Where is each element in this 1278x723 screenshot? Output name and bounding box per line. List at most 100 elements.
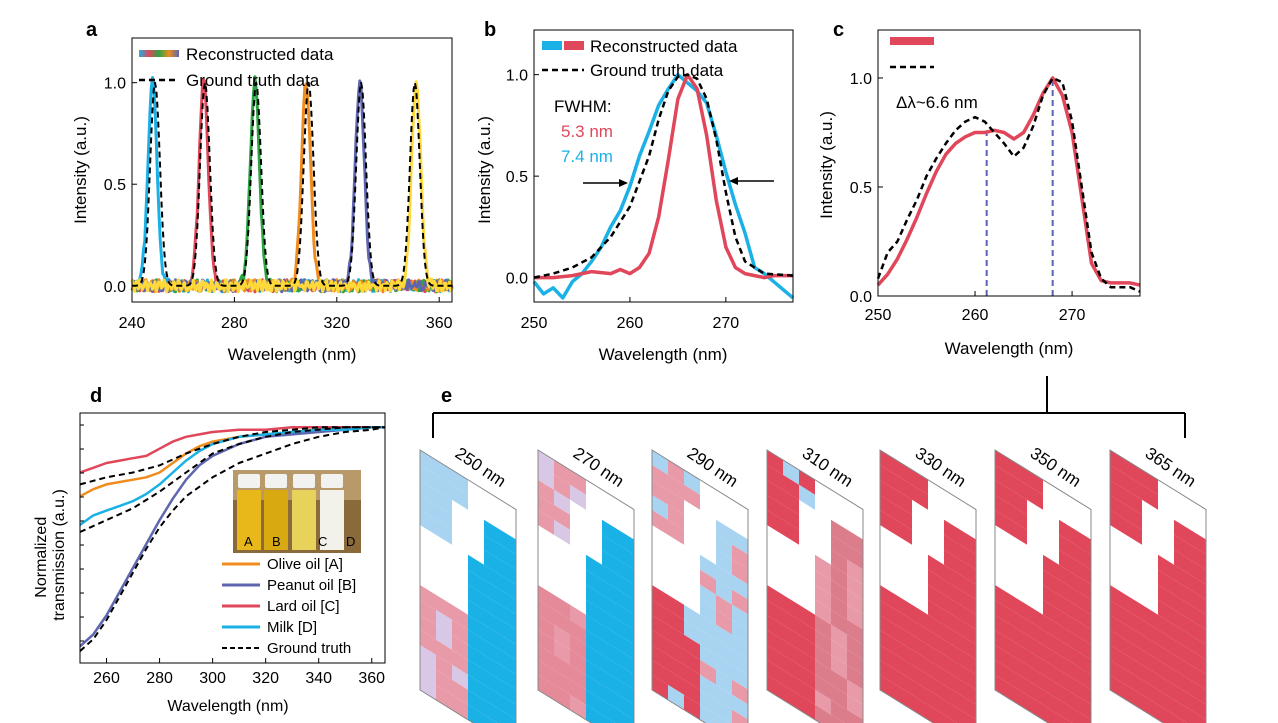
map-cell xyxy=(700,569,716,595)
map-cell xyxy=(500,664,516,690)
map-cell xyxy=(995,465,1011,490)
map-cell xyxy=(618,679,634,705)
map-cell xyxy=(586,584,602,610)
map-cell xyxy=(767,645,783,670)
inset-photo: A B C D xyxy=(233,470,361,553)
map-cell xyxy=(538,600,554,625)
map-cell xyxy=(831,564,847,590)
map-cell xyxy=(783,459,799,485)
map-cell xyxy=(684,469,700,495)
map-cell xyxy=(880,495,896,520)
map-cell xyxy=(847,709,863,723)
chart-a: 240 280 320 360 0.0 0.5 1.0 Wavelength (nm) In… xyxy=(71,37,454,364)
map-cell xyxy=(1059,579,1075,605)
chart-b-fwhm-arrow-right xyxy=(729,177,774,185)
map-cell xyxy=(896,504,912,530)
map-cell xyxy=(468,704,484,723)
map-cell xyxy=(420,660,436,685)
map-cell xyxy=(815,599,831,625)
map-cell xyxy=(815,674,831,700)
map-cell xyxy=(668,594,684,620)
map-cell xyxy=(484,609,500,635)
map-cell xyxy=(468,569,484,595)
map-cell xyxy=(1011,594,1027,620)
y-tick-label: 1.0 xyxy=(104,76,126,93)
map-cell xyxy=(554,459,570,485)
map-cell xyxy=(732,559,748,585)
map-cell xyxy=(652,585,668,610)
map-cell xyxy=(1059,564,1075,590)
map-cell xyxy=(831,549,847,575)
map-cell xyxy=(732,544,748,570)
map-cell xyxy=(944,594,960,620)
map-cell xyxy=(652,630,668,655)
map-cell xyxy=(538,615,554,640)
map-cell xyxy=(767,630,783,655)
map-cell xyxy=(995,615,1011,640)
map-cell xyxy=(684,649,700,675)
map-cell xyxy=(896,519,912,545)
map-cell xyxy=(500,694,516,720)
chart-d-legend-ground-truth: Ground truth xyxy=(267,640,351,657)
map-cell xyxy=(896,669,912,695)
map-cell xyxy=(618,604,634,630)
map-cell xyxy=(668,609,684,635)
map-cell xyxy=(716,624,732,650)
map-cell xyxy=(1043,599,1059,625)
map-cell xyxy=(436,489,452,515)
map-cell xyxy=(586,599,602,625)
map-cell xyxy=(799,484,815,510)
map-cell xyxy=(831,714,845,723)
chart-d-xlabel: Wavelength (nm) xyxy=(167,698,288,715)
map-cell xyxy=(716,594,732,620)
reconstructed-line xyxy=(532,72,795,300)
chart-d-ticks: 260 280 300 320 340 360 xyxy=(80,424,385,687)
map-cell xyxy=(420,510,436,535)
map-cell xyxy=(1190,604,1206,630)
map-cell xyxy=(1075,604,1091,630)
map-cell xyxy=(880,615,896,640)
map-outline xyxy=(651,449,749,723)
map-cell xyxy=(668,669,684,695)
map-cell xyxy=(602,564,618,590)
map-cell xyxy=(1190,664,1206,690)
map-cell xyxy=(570,619,586,645)
map-cell xyxy=(602,579,618,605)
map-cell xyxy=(1158,599,1174,625)
map-cell xyxy=(452,604,468,630)
map-cell xyxy=(668,474,684,500)
chart-c-series xyxy=(876,76,1141,296)
map-cell xyxy=(716,609,732,635)
map-cell xyxy=(602,684,618,710)
map-cell xyxy=(436,594,452,620)
map-cell xyxy=(912,664,928,690)
chart-b-legend-swatch-red xyxy=(564,41,584,50)
x-tick-label: 280 xyxy=(146,670,173,687)
map-cell xyxy=(1110,615,1126,640)
map-cell xyxy=(468,614,484,640)
map-cell xyxy=(436,519,452,545)
map-cell xyxy=(783,519,799,545)
map-cell xyxy=(995,585,1011,610)
spectral-map: 310 nm xyxy=(766,444,864,723)
map-cell xyxy=(896,474,912,500)
map-cell xyxy=(1043,704,1059,723)
map-cell xyxy=(538,465,554,490)
map-cell xyxy=(652,660,668,685)
panel-e-bracket xyxy=(432,376,1186,438)
map-cell xyxy=(880,450,896,475)
map-cell xyxy=(1126,639,1142,665)
map-cell xyxy=(652,645,668,670)
map-cell xyxy=(783,624,799,650)
map-cell xyxy=(831,579,847,605)
map-outline xyxy=(879,449,977,723)
map-cell xyxy=(1075,619,1091,645)
map-cell xyxy=(500,709,516,723)
y-tick-label: 1.0 xyxy=(850,71,872,88)
map-cell xyxy=(1126,519,1142,545)
map-cell xyxy=(1110,660,1126,685)
map-cell xyxy=(452,469,468,495)
map-cell xyxy=(452,634,468,660)
map-cell xyxy=(668,654,684,680)
map-cell xyxy=(880,465,896,490)
